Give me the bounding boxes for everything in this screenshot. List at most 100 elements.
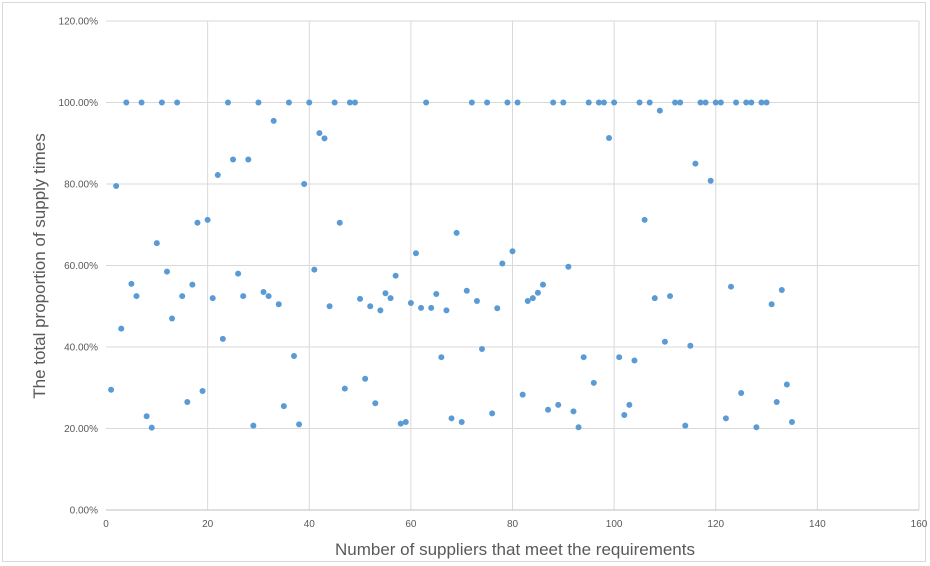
x-tick-label: 40 [304,519,316,530]
data-point [331,99,338,106]
data-point [712,99,719,106]
data-point [768,301,775,308]
data-point [311,266,318,273]
data-point [219,335,226,342]
x-tick-label: 140 [809,519,826,530]
data-point [672,99,679,106]
data-point [362,375,369,382]
data-point [743,99,750,106]
data-point [199,388,206,395]
data-point [301,181,308,187]
data-point [606,134,613,141]
data-point [651,295,658,302]
data-point [448,415,455,422]
y-tick-label: 40.00% [64,343,98,354]
data-point [443,307,450,314]
data-point [128,280,135,287]
data-point [235,270,242,277]
data-point [702,99,709,106]
data-point [707,177,714,184]
data-point [255,99,262,106]
data-point [463,287,470,294]
data-point [346,99,353,106]
data-point [661,338,668,345]
data-point [412,250,419,257]
data-point [270,117,277,124]
data-point [245,156,252,163]
y-tick-label: 0.00% [70,506,98,517]
data-point [204,216,211,223]
data-point [468,99,475,106]
data-point [499,260,506,267]
data-point [763,99,770,106]
data-point [758,99,765,106]
y-tick-label: 60.00% [64,261,98,272]
data-point [209,295,216,302]
data-point [722,415,729,422]
data-point [534,289,541,296]
data-point [179,293,186,300]
x-tick-label: 20 [202,519,214,530]
data-point [184,399,191,406]
data-point [336,219,343,226]
data-point [407,299,414,306]
data-point [479,346,486,353]
data-point [133,293,140,300]
data-point [550,99,557,106]
data-point [524,297,531,304]
data-point [788,418,795,425]
data-point [108,386,115,393]
x-tick-label: 120 [707,519,724,530]
data-point [748,99,755,106]
data-point [600,99,607,106]
data-point [565,263,572,270]
data-point [783,381,790,388]
data-point [529,295,536,302]
data-point [697,99,704,106]
horizontal-gridlines [106,20,919,429]
data-point [682,422,689,429]
data-point [382,290,389,297]
data-point [224,99,231,106]
data-point [402,418,409,425]
x-tick-label: 80 [507,519,519,530]
data-point [280,403,287,410]
x-tick-label: 160 [911,519,927,530]
data-point [118,325,125,332]
data-point [778,286,785,293]
x-tick-label: 60 [405,519,417,530]
data-point [646,99,653,106]
data-point [453,229,460,236]
data-point [458,418,465,425]
data-point [733,99,740,106]
data-point [240,293,247,300]
data-point [169,315,176,322]
data-point [621,412,628,419]
data-point [148,424,155,431]
x-tick-label: 100 [606,519,623,530]
data-point [489,410,496,417]
data-point [306,99,313,106]
data-point [631,357,638,364]
data-point [113,183,120,190]
data-point [158,99,165,106]
data-point [265,293,272,300]
data-point [585,99,592,106]
y-tick-labels: 0.00% 20.00% 40.00% 60.00% 80.00% 100.00% 120.… [59,17,99,517]
data-point [753,424,760,431]
data-point [214,172,221,179]
data-point [738,390,745,397]
y-tick-label: 120.00% [59,17,99,28]
data-point [163,268,170,275]
data-point [230,156,237,163]
data-point [433,291,440,298]
data-point [428,304,435,311]
data-point [316,130,323,137]
data-point [626,401,633,408]
data-point [275,301,282,308]
y-tick-label: 80.00% [64,180,98,191]
data-point [357,295,364,302]
data-point [616,354,623,361]
data-point [341,385,348,392]
